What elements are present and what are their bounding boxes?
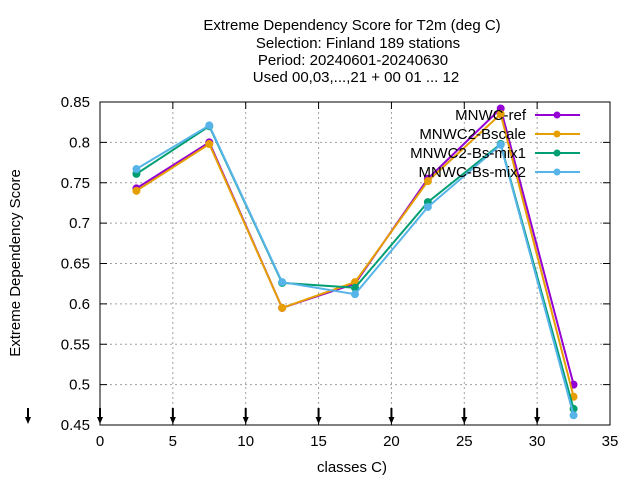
data-point (423, 202, 432, 211)
down-arrow-icon (25, 408, 31, 424)
legend-label: MNWC-ref (455, 107, 527, 124)
legend-entry: MNWC-Bs-mix2 (419, 164, 580, 181)
down-arrow-icon (534, 408, 541, 424)
x-tick-label: 30 (529, 433, 546, 450)
legend-swatch-marker (553, 130, 561, 138)
data-point (132, 186, 141, 195)
down-arrow-icon (315, 408, 322, 424)
series-mnwc-bs-mix2 (132, 121, 578, 420)
series-lines (132, 104, 578, 420)
legend-label: MNWC2-Bscale (419, 126, 526, 143)
legend-swatch-marker (553, 168, 561, 176)
series-mnwc2-bscale (132, 110, 578, 401)
x-tick-label: 10 (237, 433, 254, 450)
legend-label: MNWC-Bs-mix2 (419, 164, 526, 181)
y-tick-label: 0.5 (69, 377, 90, 394)
legend-entry: MNWC2-Bscale (419, 126, 580, 143)
bottom-arrows (25, 408, 541, 424)
x-tick-label: 25 (456, 433, 473, 450)
data-point (496, 110, 505, 119)
legend-swatch-marker (553, 149, 561, 157)
title-line-4: Used 00,03,...,21 + 00 01 ... 12 (253, 69, 459, 86)
down-arrow-icon (242, 408, 249, 424)
legend-entry: MNWC2-Bs-mix1 (410, 145, 580, 162)
x-tick-label: 5 (169, 433, 177, 450)
y-tick-label: 0.8 (69, 134, 90, 151)
x-tick-label: 0 (96, 433, 104, 450)
data-point (496, 140, 505, 149)
title-line-2: Selection: Finland 189 stations (256, 35, 460, 52)
data-point (205, 121, 214, 130)
down-arrow-icon (461, 408, 468, 424)
legend-swatch-marker (553, 111, 561, 119)
data-point (205, 139, 214, 148)
legend-entry: MNWC-ref (455, 107, 580, 124)
y-tick-label: 0.45 (61, 417, 90, 434)
x-tick-label: 20 (383, 433, 400, 450)
plot-border (99, 101, 611, 426)
x-axis-label: classes C) (317, 459, 387, 476)
axes: 0.45 0.5 0.55 0.6 0.65 0.7 0.75 0.8 0.85 0 5 10 15 20… (61, 94, 619, 450)
title-line-1: Extreme Dependency Score for T2m (deg C) (203, 17, 500, 34)
y-tick-label: 0.85 (61, 94, 90, 111)
title-line-3: Period: 20240601-20240630 (258, 52, 448, 69)
y-tick-label: 0.7 (69, 215, 90, 232)
down-arrow-icon (388, 408, 395, 424)
data-point (132, 165, 141, 174)
data-point (278, 278, 287, 287)
legend: MNWC-ref MNWC2-Bscale MNWC2-Bs-mix1 MNWC-Bs… (410, 107, 580, 181)
y-axis-label: Extreme Dependency Score (7, 169, 24, 357)
x-tick-label: 35 (602, 433, 619, 450)
down-arrow-icon (97, 408, 103, 424)
x-tick-label: 15 (310, 433, 327, 450)
legend-label: MNWC2-Bs-mix1 (410, 145, 526, 162)
chart-title: Extreme Dependency Score for T2m (deg C)… (203, 17, 500, 86)
down-arrow-icon (169, 408, 176, 424)
y-tick-label: 0.75 (61, 175, 90, 192)
y-tick-label: 0.55 (61, 336, 90, 353)
y-tick-label: 0.6 (69, 296, 90, 313)
y-tick-label: 0.65 (61, 256, 90, 273)
data-point (351, 290, 359, 299)
data-point (569, 411, 578, 420)
data-point (423, 177, 432, 186)
data-point (278, 303, 287, 312)
